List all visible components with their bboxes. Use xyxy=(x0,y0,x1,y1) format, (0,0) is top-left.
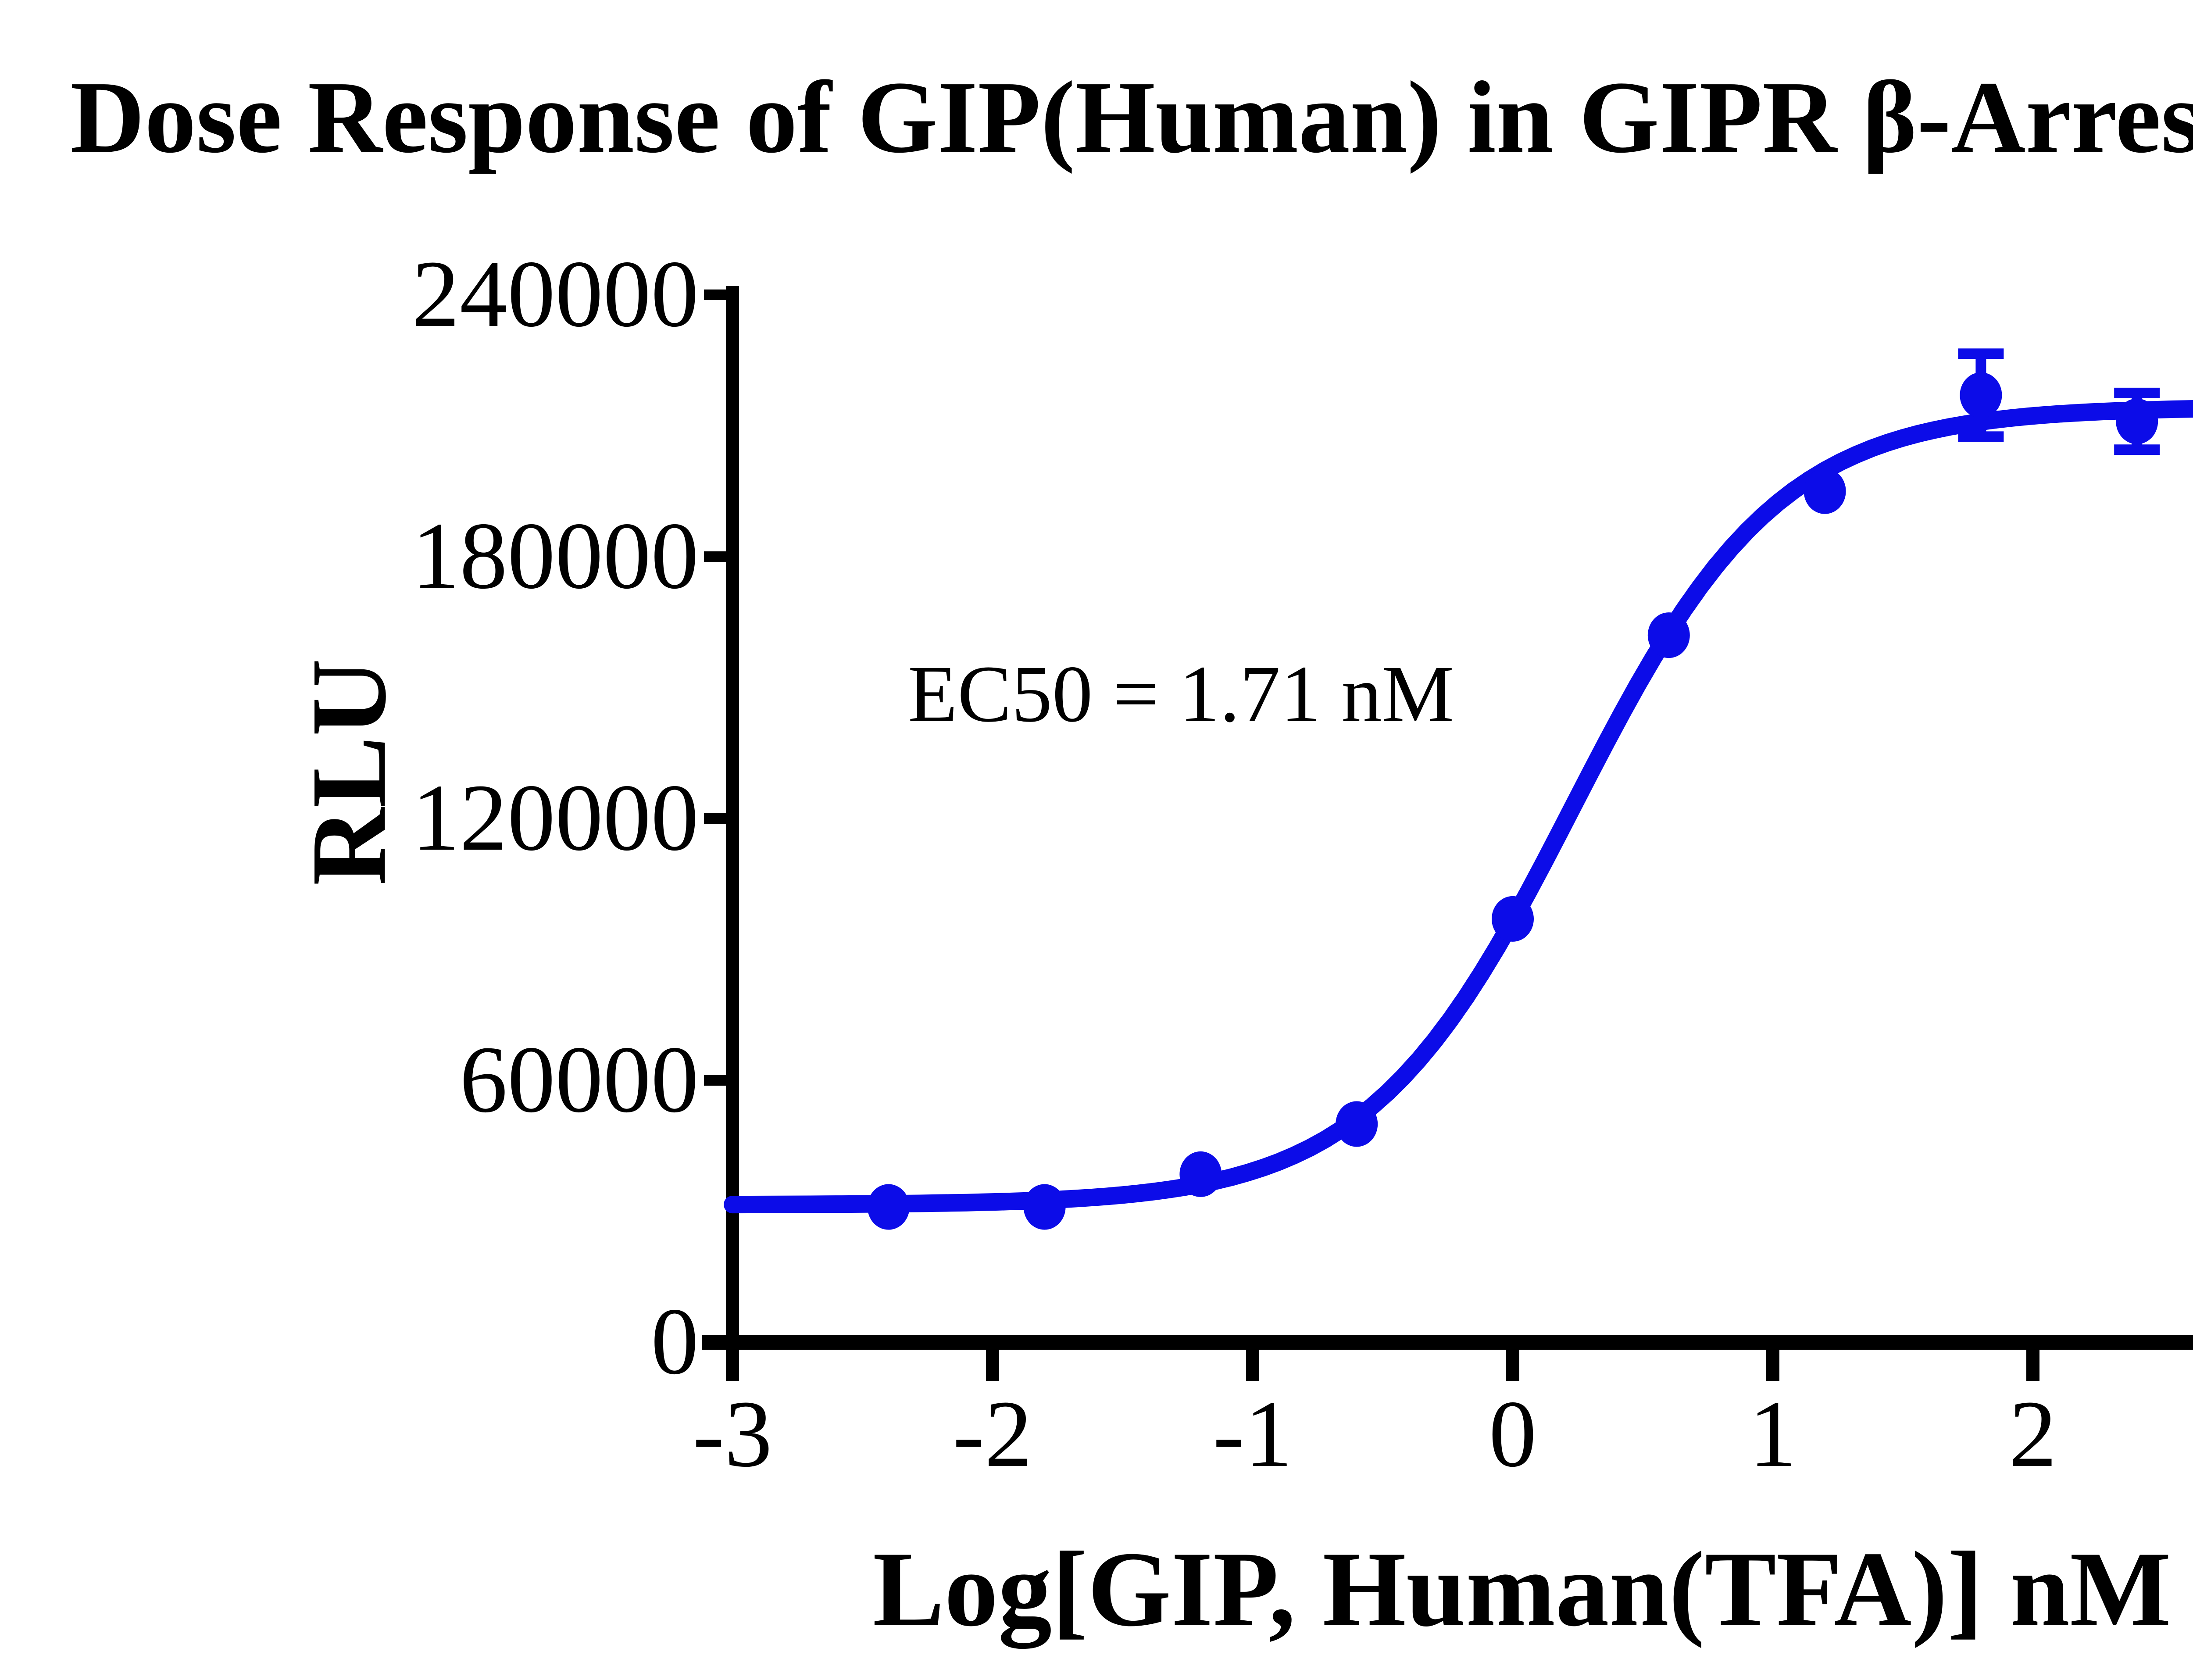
data-point xyxy=(1492,896,1534,942)
y-axis-title: RLU xyxy=(289,658,408,886)
data-point xyxy=(1336,1101,1378,1147)
x-tick-label: -3 xyxy=(693,1381,772,1487)
x-tick-label: 2 xyxy=(2009,1381,2057,1487)
x-axis-title: Log[GIP, Human(TFA)] nM xyxy=(872,1530,2172,1648)
y-tick-label: 180000 xyxy=(412,503,699,609)
data-point xyxy=(1179,1151,1222,1197)
data-point xyxy=(1023,1184,1066,1230)
ec50-annotation: EC50 = 1.71 nM xyxy=(908,649,1454,739)
x-tick-label: -2 xyxy=(953,1381,1032,1487)
data-point xyxy=(2116,398,2158,444)
data-point xyxy=(1960,372,2002,418)
chart-title: Dose Response of GIP(Human) in GIPR β-Ar… xyxy=(70,60,2193,174)
x-tick-label: 1 xyxy=(1749,1381,1797,1487)
x-tick-label: 0 xyxy=(1489,1381,1537,1487)
data-point xyxy=(1804,468,1846,514)
dose-response-curve xyxy=(724,400,2193,1214)
y-tick-label: 0 xyxy=(651,1289,699,1394)
x-tick-label: -1 xyxy=(1213,1381,1293,1487)
y-tick-label: 120000 xyxy=(412,765,699,871)
data-point xyxy=(1647,612,1690,658)
y-tick-label: 240000 xyxy=(412,241,699,347)
data-point xyxy=(867,1184,910,1230)
y-tick-label: 60000 xyxy=(460,1027,699,1133)
